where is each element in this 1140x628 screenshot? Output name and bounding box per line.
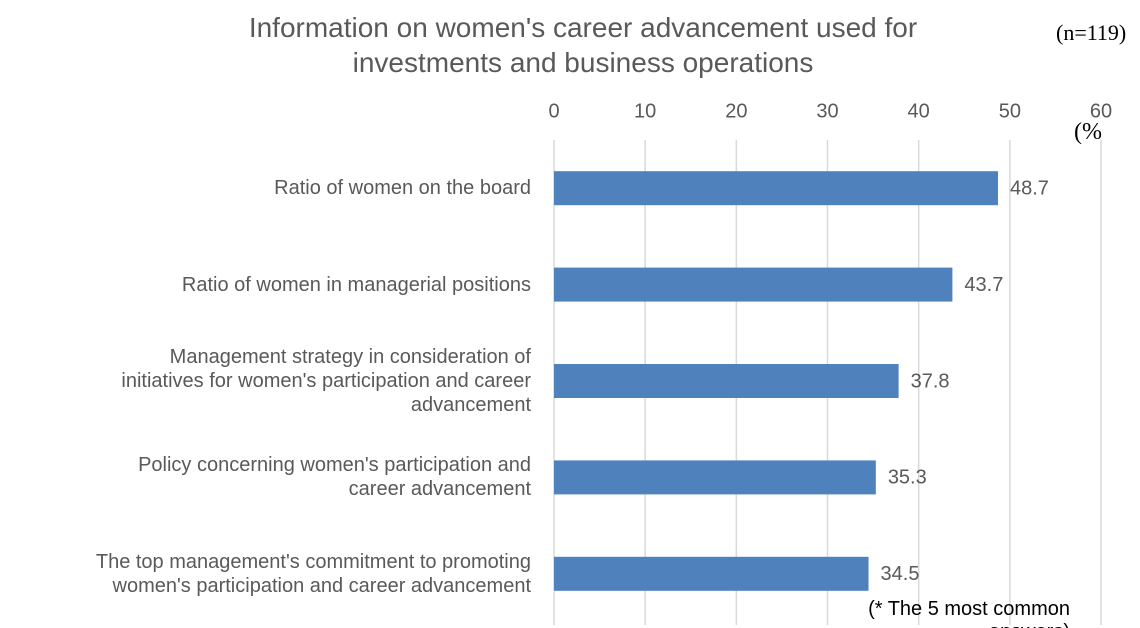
chart-title: Information on women's career advancemen…: [248, 12, 918, 78]
bar: [554, 460, 876, 495]
bar: [554, 267, 953, 302]
value-label: 34.5: [881, 563, 920, 585]
value-label: 37.8: [911, 370, 950, 392]
x-tick-label: 10: [634, 100, 656, 122]
y-tick-label: The top management's commitment to promo…: [95, 550, 531, 597]
value-label: 35.3: [888, 467, 927, 489]
value-label: 43.7: [964, 274, 1003, 296]
x-tick-label: 40: [908, 100, 930, 122]
value-label: 48.7: [1010, 177, 1049, 199]
x-tick-label: 60: [1090, 100, 1112, 122]
x-tick-label: 20: [725, 100, 747, 122]
y-tick-label: Ratio of women on the board: [274, 177, 531, 200]
bar: [554, 556, 869, 591]
x-tick-label: 30: [816, 100, 838, 122]
bar: [554, 364, 899, 398]
x-tick-label: 50: [999, 100, 1021, 122]
x-tick-label: 0: [548, 100, 559, 122]
y-tick-label: Management strategy in consideration of …: [121, 346, 531, 416]
sample-size: (n=119): [1056, 20, 1127, 45]
bar: [554, 171, 998, 206]
footnote: (* The 5 most common answers): [868, 598, 1070, 628]
y-tick-label: Ratio of women in managerial positions: [181, 273, 531, 296]
y-tick-label: Policy concerning women's participation …: [138, 454, 531, 501]
unit-label: (%: [1074, 119, 1102, 145]
